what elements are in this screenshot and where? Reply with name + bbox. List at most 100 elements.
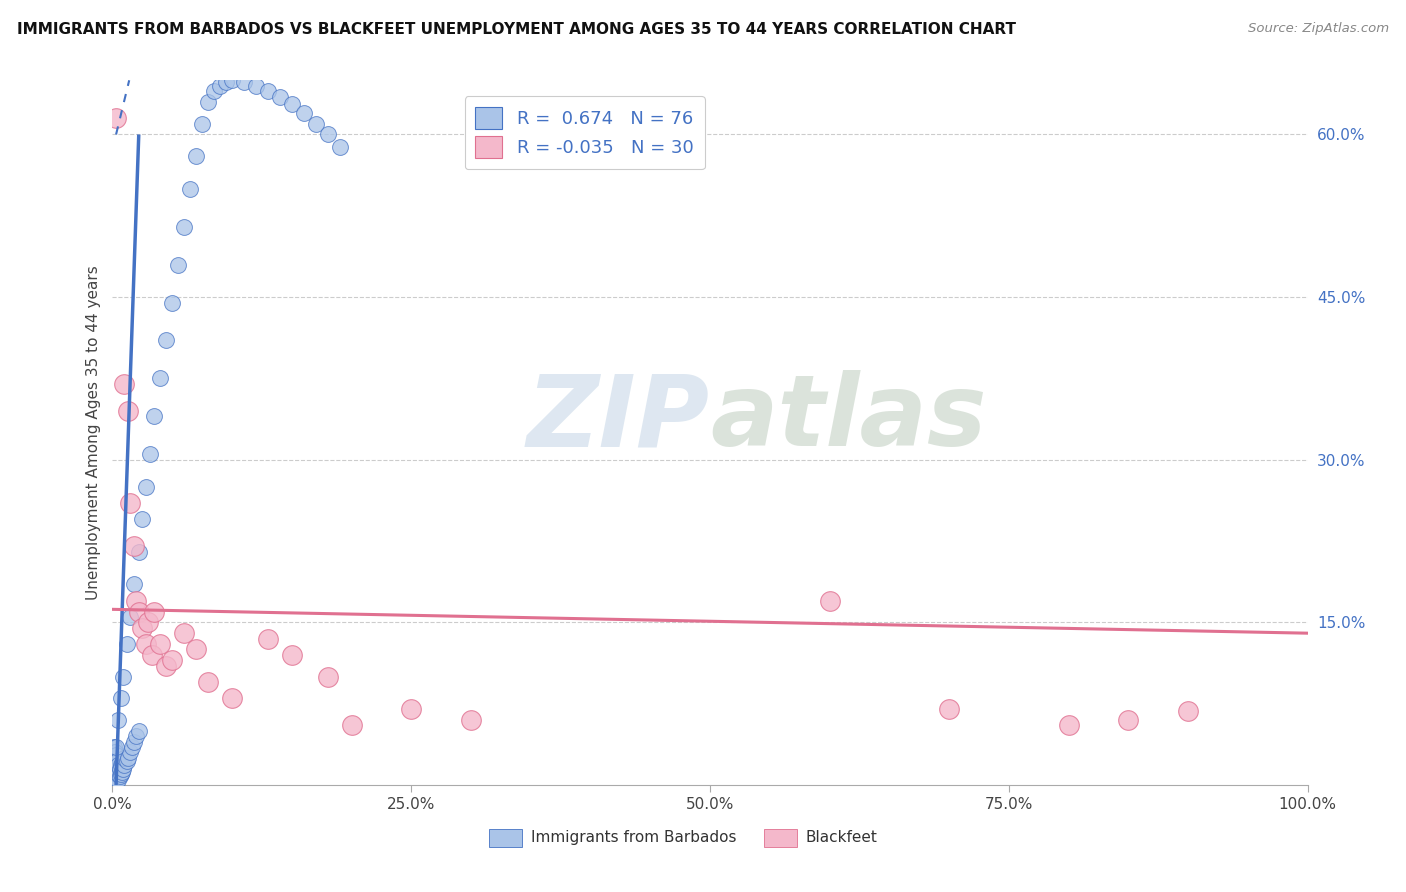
Point — [105, 767, 128, 781]
Point — [120, 610, 142, 624]
Point — [128, 545, 150, 559]
Point — [269, 89, 291, 103]
FancyBboxPatch shape — [763, 830, 797, 847]
Point — [257, 84, 280, 98]
Point — [329, 140, 352, 154]
Point — [221, 691, 243, 706]
Point — [105, 772, 128, 787]
Text: IMMIGRANTS FROM BARBADOS VS BLACKFEET UNEMPLOYMENT AMONG AGES 35 TO 44 YEARS COR: IMMIGRANTS FROM BARBADOS VS BLACKFEET UN… — [17, 22, 1017, 37]
Point — [105, 762, 128, 776]
Point — [316, 669, 339, 683]
Text: Source: ZipAtlas.com: Source: ZipAtlas.com — [1249, 22, 1389, 36]
Point — [173, 219, 195, 234]
Point — [818, 593, 841, 607]
Point — [340, 718, 363, 732]
Text: atlas: atlas — [710, 370, 987, 467]
Point — [155, 658, 177, 673]
Point — [120, 496, 142, 510]
Point — [112, 762, 135, 776]
Point — [305, 117, 328, 131]
Point — [1057, 718, 1080, 732]
Point — [104, 756, 127, 771]
Point — [135, 637, 157, 651]
Point — [107, 713, 129, 727]
Point — [173, 626, 195, 640]
Point — [179, 182, 201, 196]
Point — [202, 84, 225, 98]
Point — [110, 691, 132, 706]
Point — [135, 480, 157, 494]
Point — [143, 409, 166, 424]
Point — [128, 605, 150, 619]
Point — [110, 767, 132, 781]
Point — [105, 772, 128, 787]
Point — [138, 447, 160, 461]
Point — [149, 371, 172, 385]
Point — [114, 376, 135, 391]
Point — [103, 762, 125, 776]
Point — [186, 642, 208, 657]
Point — [143, 605, 166, 619]
Point — [108, 769, 131, 783]
Point — [115, 754, 138, 768]
Point — [128, 723, 150, 738]
Text: Immigrants from Barbados: Immigrants from Barbados — [531, 830, 737, 846]
Point — [245, 78, 267, 93]
Point — [122, 577, 145, 591]
Point — [104, 746, 127, 760]
Point — [141, 648, 163, 662]
Point — [105, 756, 128, 771]
Point — [122, 734, 145, 748]
Point — [117, 404, 139, 418]
Point — [257, 632, 280, 646]
FancyBboxPatch shape — [489, 830, 523, 847]
Point — [131, 621, 153, 635]
Text: Blackfeet: Blackfeet — [806, 830, 877, 846]
Point — [125, 593, 148, 607]
Point — [162, 653, 183, 667]
Point — [107, 772, 129, 787]
Point — [460, 713, 482, 727]
Point — [938, 702, 960, 716]
Y-axis label: Unemployment Among Ages 35 to 44 years: Unemployment Among Ages 35 to 44 years — [86, 265, 101, 600]
Point — [233, 75, 256, 89]
Point — [209, 78, 232, 93]
Point — [292, 105, 315, 120]
Point — [103, 764, 125, 779]
Point — [401, 702, 423, 716]
Point — [186, 149, 208, 163]
Point — [107, 767, 129, 781]
Point — [122, 540, 145, 554]
Point — [115, 637, 138, 651]
Point — [120, 746, 142, 760]
Point — [105, 767, 128, 781]
Point — [197, 675, 219, 690]
Point — [281, 648, 304, 662]
Point — [103, 739, 125, 754]
Point — [105, 762, 128, 776]
Point — [131, 512, 153, 526]
Point — [221, 73, 243, 87]
Point — [281, 97, 304, 112]
Point — [104, 762, 127, 776]
Point — [105, 739, 128, 754]
Point — [105, 747, 128, 762]
Point — [104, 767, 127, 781]
Point — [1118, 713, 1140, 727]
Point — [121, 739, 143, 754]
Point — [112, 669, 135, 683]
Point — [215, 75, 238, 89]
Point — [155, 334, 177, 348]
Point — [104, 751, 127, 765]
Point — [162, 295, 183, 310]
Point — [103, 751, 125, 765]
Point — [105, 754, 128, 768]
Point — [1177, 704, 1199, 718]
Point — [191, 117, 214, 131]
Point — [197, 95, 219, 109]
Point — [105, 112, 128, 126]
Point — [107, 758, 129, 772]
Point — [111, 756, 134, 771]
Point — [108, 762, 131, 776]
Point — [103, 756, 125, 771]
